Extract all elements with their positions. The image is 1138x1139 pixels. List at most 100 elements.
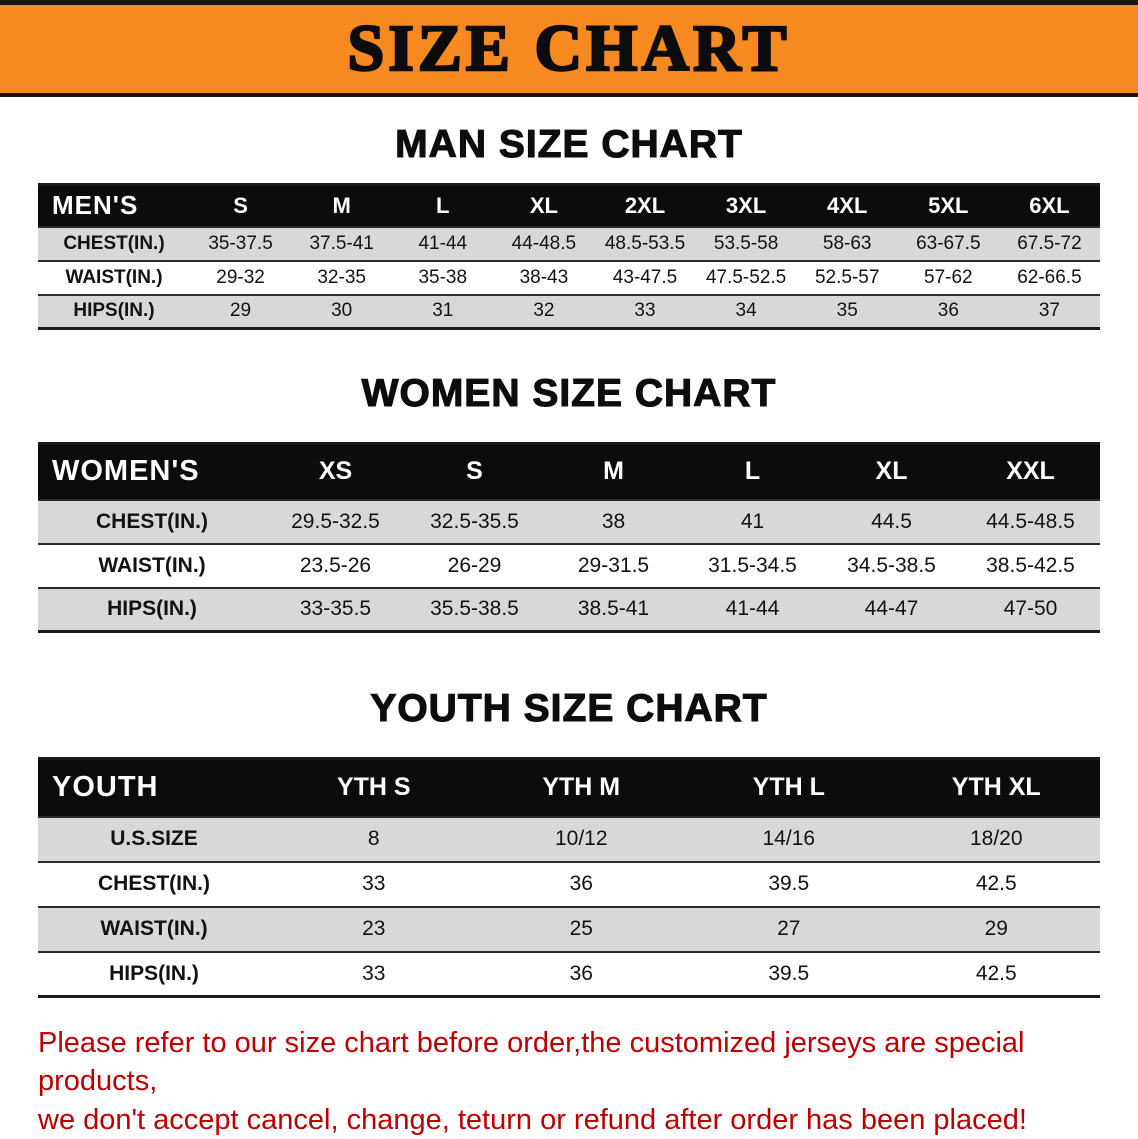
table-row: WAIST(IN.) 23 25 27 29 <box>38 906 1100 952</box>
value-cell: 29-32 <box>216 266 265 288</box>
value-cell: 62-66.5 <box>1017 266 1082 288</box>
value-cell: 35-37.5 <box>208 232 273 254</box>
value-cell: 32.5-35.5 <box>430 509 519 533</box>
row-label: WAIST(IN.) <box>98 553 206 577</box>
value-cell: 39.5 <box>768 872 810 895</box>
value-cell: 27 <box>777 917 801 940</box>
value-cell: 44.5 <box>871 509 912 533</box>
table-row: HIPS(IN.) 33 36 39.5 42.5 <box>38 951 1100 997</box>
value-cell: 52.5-57 <box>814 266 880 288</box>
size-chart-banner: SIZE CHART <box>0 0 1138 97</box>
value-cell: 35.5-38.5 <box>430 597 519 621</box>
row-label: CHEST(IN.) <box>98 872 210 895</box>
value-cell: 39.5 <box>768 961 810 985</box>
size-header-cell: 6XL <box>998 184 1100 227</box>
value-cell: 32 <box>533 300 555 322</box>
value-cell: 33 <box>362 961 386 985</box>
row-label: U.S.SIZE <box>110 827 198 850</box>
row-label: WAIST(IN.) <box>65 266 163 288</box>
table-row: WAIST(IN.) 23.5-26 26-29 29-31.5 31.5-34.5 34… <box>38 543 1100 588</box>
table-row: HIPS(IN.) 33-35.5 35.5-38.5 38.5-41 41-44 44-… <box>38 587 1100 632</box>
value-cell: 31 <box>432 300 454 322</box>
value-cell: 33-35.5 <box>299 597 372 621</box>
size-header-cell: S <box>405 443 544 500</box>
table-row: WAIST(IN.) 29-32 32-35 35-38 38-43 43-47.5 47.… <box>38 260 1100 295</box>
order-policy-line-2: we don't accept cancel, change, teturn o… <box>38 1103 1027 1136</box>
value-cell: 44.5-48.5 <box>986 509 1075 533</box>
value-cell: 26-29 <box>447 553 502 577</box>
row-label: WAIST(IN.) <box>100 917 208 940</box>
row-label: HIPS(IN.) <box>73 300 155 322</box>
value-cell: 29 <box>229 300 252 322</box>
size-header-cell: M <box>544 443 683 500</box>
value-cell: 33 <box>362 872 386 895</box>
page-title: SIZE CHART <box>346 11 791 87</box>
man-size-chart-heading: MAN SIZE CHART <box>395 122 743 166</box>
order-policy-note: Please refer to our size chart before or… <box>38 1024 1100 1139</box>
table-row: U.S.SIZE 8 10/12 14/16 18/20 <box>38 816 1100 862</box>
value-cell: 47-50 <box>1003 597 1058 621</box>
size-header-cell: XL <box>493 184 595 227</box>
size-header-cell: 5XL <box>897 184 999 227</box>
value-cell: 36 <box>937 300 959 322</box>
size-header-cell: YTH S <box>270 758 478 817</box>
value-cell: 18/20 <box>969 827 1023 850</box>
table-row: HIPS(IN.) 29 30 31 32 33 34 35 36 37 <box>38 294 1100 329</box>
value-cell: 37 <box>1038 300 1060 322</box>
size-header-cell: L <box>392 184 494 227</box>
womens-size-table: WOMEN'S XS S M L XL XXL CHEST(IN.) 29.5-32.5 32.5… <box>38 442 1100 633</box>
value-cell: 23 <box>362 917 386 940</box>
women-size-chart-heading: WOMEN SIZE CHART <box>361 371 777 415</box>
value-cell: 30 <box>331 300 353 322</box>
value-cell: 38 <box>601 509 626 533</box>
table-header-row: MEN'S S M L XL 2XL 3XL 4XL 5XL 6XL <box>38 184 1100 227</box>
value-cell: 29.5-32.5 <box>291 509 380 533</box>
table-header-row: WOMEN'S XS S M L XL XXL <box>38 443 1100 500</box>
youth-size-chart-heading: YOUTH SIZE CHART <box>370 686 768 730</box>
value-cell: 47.5-52.5 <box>705 266 787 288</box>
size-header-cell: 3XL <box>695 184 797 227</box>
value-cell: 67.5-72 <box>1017 232 1082 254</box>
size-header-cell: 4XL <box>796 184 898 227</box>
order-policy-line-1: Please refer to our size chart before or… <box>38 1027 1025 1098</box>
row-label: HIPS(IN.) <box>109 961 199 985</box>
table-row: CHEST(IN.) 35-37.5 37.5-41 41-44 44-48.5 48.5… <box>38 226 1100 261</box>
value-cell: 48.5-53.5 <box>604 232 686 254</box>
value-cell: 29-31.5 <box>577 553 650 577</box>
table-title-cell: WOMEN'S <box>38 443 266 500</box>
value-cell: 41-44 <box>725 597 780 621</box>
value-cell: 14/16 <box>762 827 816 850</box>
row-label: CHEST(IN.) <box>96 509 208 533</box>
value-cell: 53.5-58 <box>713 232 779 254</box>
table-header-row: YOUTH YTH S YTH M YTH L YTH XL <box>38 758 1100 817</box>
size-header-cell: S <box>190 184 292 227</box>
value-cell: 58-63 <box>822 232 872 254</box>
size-header-cell: YTH L <box>685 758 893 817</box>
row-label: HIPS(IN.) <box>107 597 197 621</box>
value-cell: 42.5 <box>975 961 1017 985</box>
size-header-cell: 2XL <box>594 184 696 227</box>
value-cell: 44-48.5 <box>511 232 577 254</box>
value-cell: 42.5 <box>975 872 1017 895</box>
value-cell: 44-47 <box>864 597 919 621</box>
value-cell: 10/12 <box>554 827 608 850</box>
value-cell: 41-44 <box>418 232 468 254</box>
value-cell: 33 <box>634 300 656 322</box>
value-cell: 37.5-41 <box>309 232 374 254</box>
value-cell: 8 <box>367 827 380 850</box>
value-cell: 36 <box>569 961 593 985</box>
table-title-cell: YOUTH <box>38 758 270 817</box>
value-cell: 57-62 <box>924 266 973 288</box>
size-header-cell: XS <box>266 443 405 500</box>
value-cell: 36 <box>569 872 593 895</box>
value-cell: 25 <box>569 917 593 940</box>
size-header-cell: YTH M <box>477 758 685 817</box>
size-header-cell: XXL <box>961 443 1100 500</box>
value-cell: 29 <box>984 917 1008 940</box>
size-header-cell: YTH XL <box>892 758 1100 817</box>
value-cell: 63-67.5 <box>916 232 981 254</box>
size-header-cell: M <box>291 184 393 227</box>
value-cell: 31.5-34.5 <box>708 553 797 577</box>
youth-size-table: YOUTH YTH S YTH M YTH L YTH XL U.S.SIZE 8 10/12… <box>38 757 1100 998</box>
mens-size-table: MEN'S S M L XL 2XL 3XL 4XL 5XL 6XL CHEST(IN.) 35-37… <box>38 183 1100 330</box>
